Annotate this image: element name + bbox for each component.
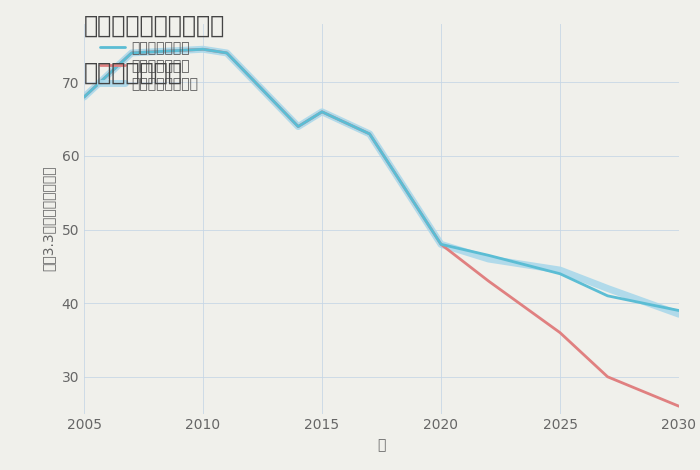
Text: 埼玉県狭山市入間川の: 埼玉県狭山市入間川の [84,14,225,38]
Text: 土地の価格推移: 土地の価格推移 [84,61,183,85]
Y-axis label: 坪（3.3㎡）単価（万円）: 坪（3.3㎡）単価（万円） [42,166,56,271]
X-axis label: 年: 年 [377,438,386,452]
Legend: グッドシナリオ, バッドシナリオ, ノーマルシナリオ: グッドシナリオ, バッドシナリオ, ノーマルシナリオ [94,35,204,97]
